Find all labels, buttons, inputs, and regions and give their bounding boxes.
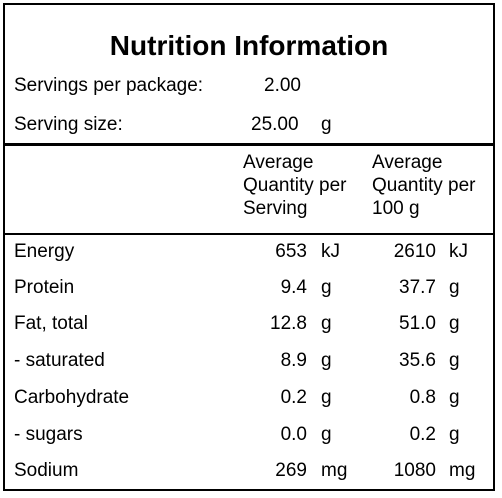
per-100g-unit: mg: [449, 460, 476, 481]
serving-size-label: Serving size:: [14, 114, 123, 135]
header-per-serving-line: Average: [243, 152, 314, 173]
nutrient-name: Sodium: [14, 460, 79, 481]
per-serving-unit: g: [321, 424, 332, 445]
nutrient-name: - saturated: [14, 350, 105, 371]
per-100g-unit: g: [449, 424, 460, 445]
header-per-serving: Average Quantity per Serving: [243, 151, 347, 220]
per-serving-unit: mg: [321, 460, 348, 481]
per-100g-unit: kJ: [449, 241, 468, 262]
per-serving-unit: g: [321, 387, 332, 408]
per-serving-unit: g: [321, 313, 332, 334]
header-divider: [5, 233, 493, 235]
header-per-100g-line: Quantity per: [372, 175, 476, 196]
nutrition-panel: Nutrition Information Servings per packa…: [3, 3, 495, 491]
per-100g-value: 0.8: [409, 387, 436, 408]
per-100g-unit: g: [449, 313, 460, 334]
panel-title: Nutrition Information: [109, 30, 389, 61]
per-100g-unit: g: [449, 350, 460, 371]
per-serving-value: 0.2: [280, 387, 307, 408]
nutrient-name: Protein: [14, 277, 75, 298]
per-100g-unit: g: [449, 387, 460, 408]
header-per-serving-line: Quantity per: [243, 175, 347, 196]
per-serving-unit: g: [321, 350, 332, 371]
servings-per-package-value: 2.00: [264, 75, 301, 96]
thick-divider: [5, 143, 493, 146]
per-100g-value: 51.0: [399, 313, 436, 334]
nutrient-name: - sugars: [14, 424, 83, 445]
header-per-serving-line: Serving: [243, 198, 308, 219]
per-100g-value: 1080: [393, 460, 436, 481]
nutrient-name: Fat, total: [14, 313, 88, 334]
servings-per-package-label: Servings per package:: [14, 75, 204, 96]
per-100g-value: 2610: [393, 241, 436, 262]
header-per-100g-line: Average: [372, 152, 443, 173]
per-serving-value: 653: [275, 241, 307, 262]
per-serving-unit: g: [321, 277, 332, 298]
header-per-100g: Average Quantity per 100 g: [372, 151, 476, 220]
header-per-100g-line: 100 g: [372, 198, 420, 219]
per-serving-value: 0.0: [280, 424, 307, 445]
per-serving-value: 8.9: [280, 350, 307, 371]
per-100g-value: 37.7: [399, 277, 436, 298]
per-serving-value: 9.4: [280, 277, 307, 298]
per-serving-value: 269: [275, 460, 307, 481]
nutrient-name: Energy: [14, 241, 75, 262]
per-serving-value: 12.8: [270, 313, 307, 334]
per-100g-value: 35.6: [399, 350, 436, 371]
per-serving-unit: kJ: [321, 241, 340, 262]
serving-size-value: 25.00: [251, 114, 299, 135]
per-100g-unit: g: [449, 277, 460, 298]
nutrient-name: Carbohydrate: [14, 387, 130, 408]
serving-size-unit: g: [321, 114, 332, 135]
per-100g-value: 0.2: [409, 424, 436, 445]
